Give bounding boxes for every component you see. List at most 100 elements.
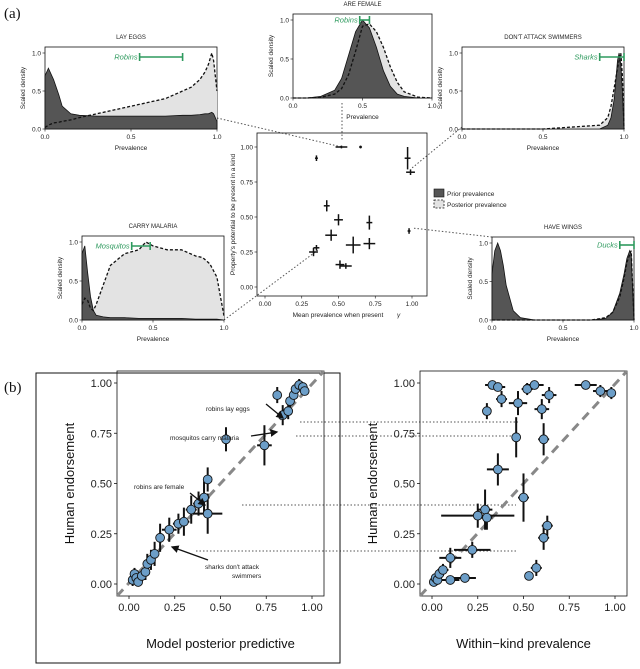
data-point xyxy=(445,575,456,585)
data-point xyxy=(221,434,231,445)
connector-swimmers xyxy=(411,126,463,169)
data-point xyxy=(460,573,470,583)
y-tick-label: 1.0 xyxy=(280,17,289,24)
y-tick-label: 0.50 xyxy=(394,479,415,491)
x-tick-label: 0.25 xyxy=(295,301,308,308)
x-tick-label: 0.5 xyxy=(148,325,157,332)
data-point xyxy=(518,492,529,503)
data-point xyxy=(522,384,533,394)
connector-malaria xyxy=(223,249,319,321)
data-point xyxy=(482,512,492,523)
density-title: HAVE WINGS xyxy=(544,225,582,231)
data-point xyxy=(140,567,151,577)
y-axis-label: Scaled density xyxy=(20,66,27,109)
x-tick-label: 0.25 xyxy=(467,602,488,614)
x-axis-symbol: γ xyxy=(397,312,401,319)
data-point xyxy=(467,544,478,555)
data-point xyxy=(544,390,554,400)
annotation-sharks-line1: sharks don't attack xyxy=(205,564,260,571)
y-tick-label: 1.00 xyxy=(91,378,112,390)
x-axis-label: Mean prevalence when present xyxy=(293,312,384,319)
posterior-area xyxy=(45,53,217,129)
connector-lay-eggs xyxy=(216,117,343,148)
data-point xyxy=(580,380,591,390)
legend: Prior prevalence Posterior prevalence xyxy=(433,188,507,209)
center-scatter-plot: 0.00 0.00 0.25 0.25 0.50 0.50 0.75 0.75 1.00 1.00… xyxy=(230,132,428,319)
data-point xyxy=(259,440,270,451)
data-point xyxy=(513,398,523,408)
x-tick-label: 0.50 xyxy=(210,602,231,614)
data-point xyxy=(155,532,165,543)
y-axis-label: Scaled density xyxy=(467,257,474,300)
y-tick-label: 1.00 xyxy=(240,144,253,151)
data-point xyxy=(482,406,492,416)
x-tick-label: 1.0 xyxy=(619,134,628,141)
y-tick-label: 0.50 xyxy=(91,479,112,491)
data-point xyxy=(538,434,549,445)
prior-area xyxy=(44,67,218,130)
y-axis-label: Scaled density xyxy=(57,256,64,299)
y-tick-label: 0.0 xyxy=(32,126,41,133)
y-axis-label: Property's potential to be present in a … xyxy=(230,154,237,276)
y-tick-label: 0.00 xyxy=(240,284,253,291)
x-axis-label: Model posterior predictive xyxy=(146,636,295,651)
prior-area xyxy=(81,245,225,321)
y-tick-label: 0.0 xyxy=(479,317,488,324)
density-title: DON'T ATTACK SWIMMERS xyxy=(504,35,581,41)
data-point xyxy=(538,532,549,543)
y-tick-label: 1.0 xyxy=(449,50,458,57)
data-point xyxy=(529,380,540,390)
legend-prior-swatch xyxy=(433,188,445,198)
x-tick-label: 0.0 xyxy=(457,134,466,141)
kind-label: Mosquitos xyxy=(96,242,130,251)
data-point xyxy=(536,404,547,414)
posterior-area xyxy=(82,242,224,320)
posterior-line xyxy=(462,52,625,130)
posterior-line xyxy=(293,23,433,99)
y-tick-label: 1.00 xyxy=(394,378,415,390)
density-panel-are-female: ARE FEMALE Robins 0.0 0.5 1.0 0.0 0.5 1.0 Preval… xyxy=(268,2,437,121)
y-tick-label: 1.0 xyxy=(69,239,78,246)
x-axis-label: Prevalence xyxy=(115,145,148,152)
prior-area xyxy=(293,19,432,99)
density-panel-lay-eggs: LAY EGGS Robins 0.0 0.5 1.0 0.0 0.5 1.0 Prevalen… xyxy=(20,35,222,152)
annotation-robins-are-female: robins are female xyxy=(134,484,185,491)
y-tick-label: 0.25 xyxy=(91,529,112,541)
legend-prior-label: Prior prevalence xyxy=(447,191,495,198)
y-tick-label: 0.25 xyxy=(394,529,415,541)
data-point xyxy=(493,382,503,392)
data-point xyxy=(272,390,283,400)
y-tick-label: 0.5 xyxy=(32,88,41,95)
data-point xyxy=(202,508,213,519)
data-point xyxy=(496,394,507,404)
posterior-line xyxy=(44,50,218,129)
y-tick-label: 0.0 xyxy=(69,317,78,324)
data-point xyxy=(511,432,522,443)
x-tick-label: 1.0 xyxy=(629,325,638,332)
annotation-arrow-mosquitos xyxy=(250,429,279,437)
kind-label: Robins xyxy=(114,53,138,62)
data-point xyxy=(186,504,197,515)
panel-label-b: (b) xyxy=(4,380,22,396)
y-tick-label: 0.0 xyxy=(280,95,289,102)
x-tick-label: 1.0 xyxy=(219,325,228,332)
y-tick-label: 0.75 xyxy=(394,428,415,440)
kind-label: Robins xyxy=(334,16,358,25)
density-panel-dont-attack-swimmers: DON'T ATTACK SWIMMERS Sharks 0.0 0.5 1.0 0.0 0… xyxy=(437,35,629,152)
x-tick-label: 1.0 xyxy=(212,134,221,141)
data-point xyxy=(595,386,606,396)
data-point xyxy=(606,388,617,398)
density-title: ARE FEMALE xyxy=(343,2,381,8)
kind-label: Sharks xyxy=(574,53,598,62)
x-tick-label: 0.5 xyxy=(538,134,547,141)
y-tick-label: 0.5 xyxy=(479,279,488,286)
data-point xyxy=(445,553,456,563)
y-tick-label: 0.75 xyxy=(240,179,253,186)
data-point xyxy=(299,386,310,396)
density-panel-have-wings: HAVE WINGS Ducks 0.0 0.5 1.0 0.0 0.5 1.0 Prevale… xyxy=(467,225,639,343)
annotation-sharks-line2: swimmers xyxy=(232,573,262,580)
x-axis-label: Prevalence xyxy=(137,336,170,343)
prior-area xyxy=(491,241,635,321)
model-posterior-scatter: 0.00 0.00 0.25 0.25 0.50 0.50 0.75 0.75 1.00 1.00… xyxy=(62,369,326,651)
x-tick-label: 0.50 xyxy=(332,301,345,308)
